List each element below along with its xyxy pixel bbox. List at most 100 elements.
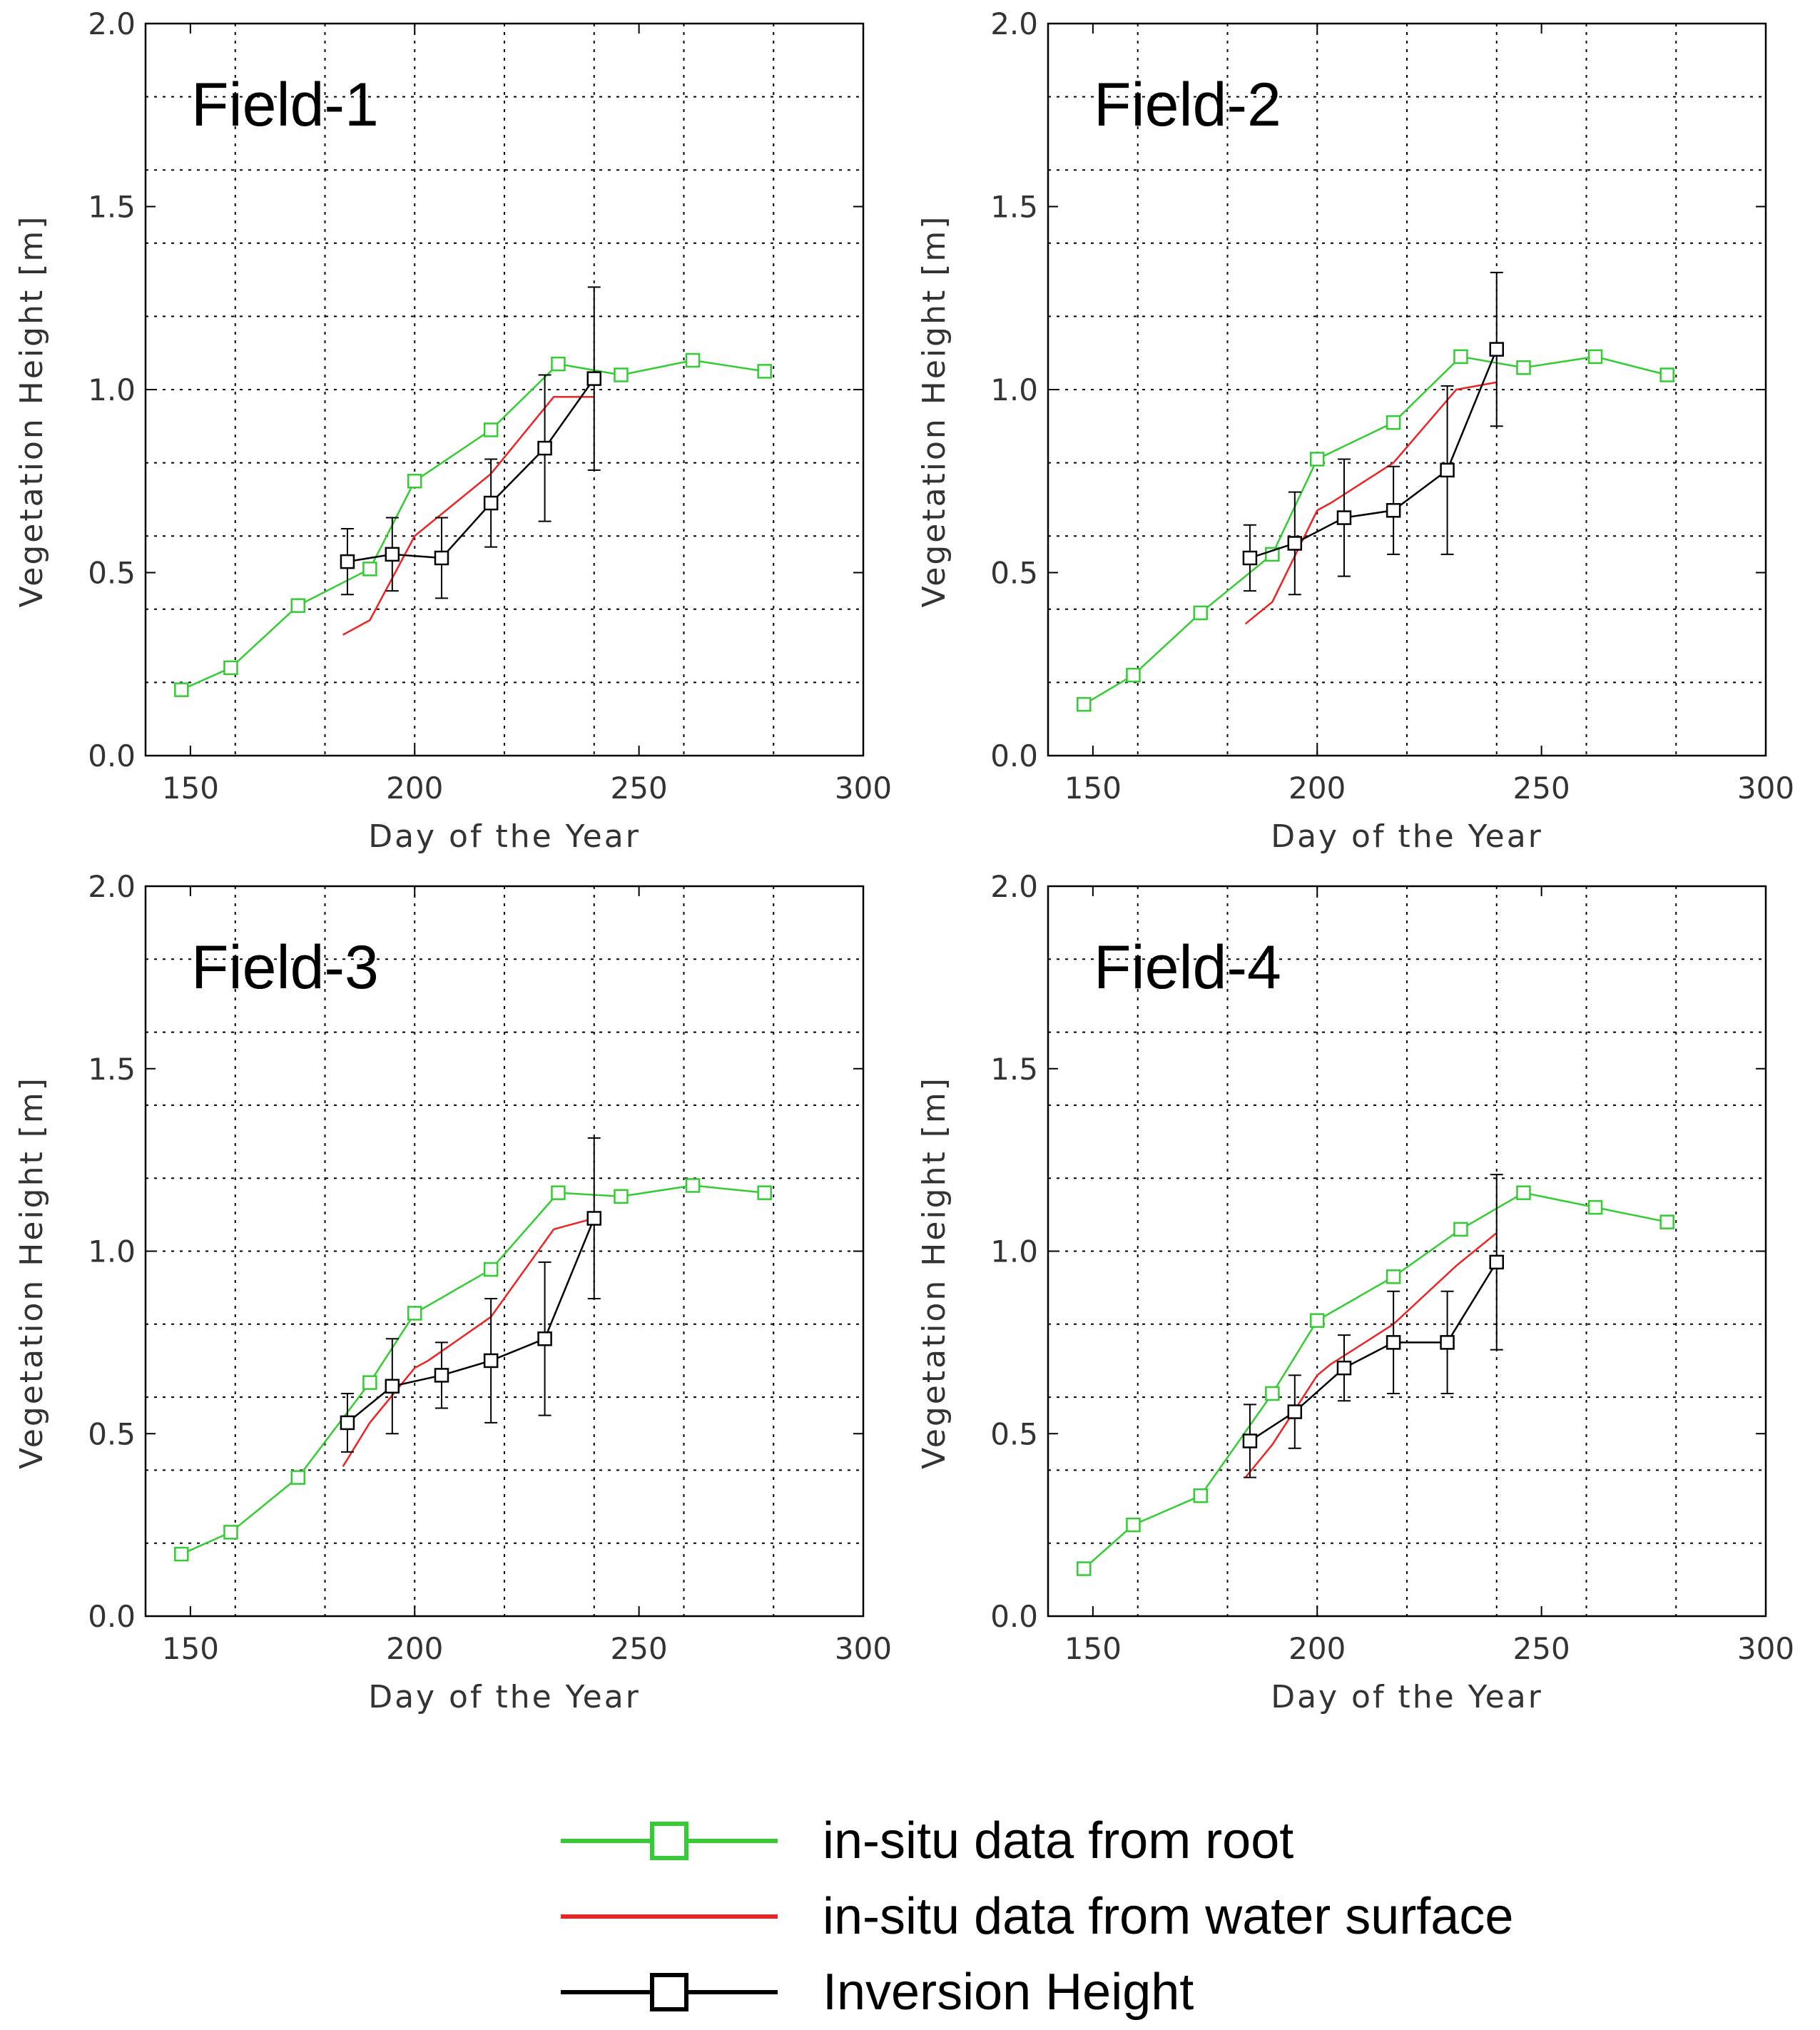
x-axis-title: Day of the Year bbox=[368, 818, 641, 855]
y-tick-label: 1.0 bbox=[88, 1234, 136, 1269]
legend-label: in-situ data from water surface bbox=[823, 1888, 1513, 1945]
data-point bbox=[1126, 1517, 1141, 1533]
series-in-situ-data-from-water-surface bbox=[1244, 381, 1497, 625]
series-line bbox=[347, 1217, 595, 1423]
ticks: 150 200 250 300 0.0 0.5 1.0 1.5 2.0 bbox=[88, 6, 892, 806]
x-tick-label: 200 bbox=[386, 771, 443, 806]
panel-title: Field-3 bbox=[191, 933, 379, 1002]
x-tick-label: 150 bbox=[162, 771, 219, 806]
y-tick-label: 0.0 bbox=[990, 739, 1038, 773]
data-point bbox=[1516, 360, 1531, 375]
data-point bbox=[757, 1185, 772, 1200]
series-line bbox=[1244, 1232, 1498, 1478]
x-tick-label: 250 bbox=[611, 1631, 668, 1666]
data-point bbox=[1386, 1269, 1401, 1284]
ticks: 150 200 250 300 0.0 0.5 1.0 1.5 2.0 bbox=[990, 869, 1794, 1666]
x-tick-label: 300 bbox=[835, 771, 892, 806]
y-tick-label: 1.0 bbox=[990, 1234, 1038, 1269]
data-point bbox=[1336, 1360, 1352, 1376]
y-tick-label: 1.5 bbox=[990, 1052, 1038, 1087]
x-tick-label: 300 bbox=[835, 1631, 892, 1666]
series-in-situ-data-from-root bbox=[1077, 1185, 1674, 1576]
series-line bbox=[1083, 1192, 1667, 1570]
data-point bbox=[1287, 1404, 1303, 1419]
panel-field-3: 150 200 250 300 0.0 0.5 1.0 1.5 2.0 Day of the Ye… bbox=[14, 869, 892, 1715]
y-tick-label: 0.5 bbox=[88, 556, 136, 591]
legend-item-3: Inversion Height bbox=[561, 1964, 1194, 2021]
x-tick-label: 150 bbox=[1064, 771, 1122, 806]
y-tick-label: 0.5 bbox=[990, 556, 1038, 591]
data-point bbox=[483, 1353, 499, 1369]
data-point bbox=[1440, 1335, 1455, 1350]
series-inversion-height bbox=[340, 1137, 601, 1453]
legend: in-situ data from root in-situ data from … bbox=[561, 1812, 1513, 2021]
data-point bbox=[551, 356, 566, 372]
y-tick-label: 0.5 bbox=[990, 1416, 1038, 1451]
x-tick-label: 150 bbox=[162, 1631, 219, 1666]
data-point bbox=[174, 1546, 189, 1562]
x-tick-label: 200 bbox=[386, 1631, 443, 1666]
data-point bbox=[407, 1306, 422, 1321]
data-point bbox=[340, 1415, 355, 1431]
data-point bbox=[1386, 503, 1401, 518]
series-line bbox=[1083, 355, 1667, 706]
y-tick-label: 0.0 bbox=[88, 1599, 136, 1634]
data-point bbox=[1265, 1386, 1280, 1401]
panel-field-4: 150 200 250 300 0.0 0.5 1.0 1.5 2.0 Day of the Ye… bbox=[916, 869, 1794, 1715]
x-axis-title: Day of the Year bbox=[368, 1679, 641, 1715]
series-inversion-height bbox=[1242, 1174, 1504, 1478]
data-point bbox=[1310, 452, 1325, 467]
y-tick-label: 2.0 bbox=[88, 869, 136, 904]
data-point bbox=[1516, 1185, 1531, 1200]
x-tick-label: 300 bbox=[1737, 1631, 1794, 1666]
data-point bbox=[1587, 349, 1603, 365]
series-inversion-height bbox=[1242, 271, 1504, 596]
x-axis-title: Day of the Year bbox=[1271, 1679, 1543, 1715]
series-line bbox=[342, 396, 594, 636]
series-in-situ-data-from-root bbox=[174, 352, 772, 697]
y-tick-label: 2.0 bbox=[88, 6, 136, 41]
data-point bbox=[1310, 1313, 1325, 1328]
data-point bbox=[757, 364, 772, 379]
series-in-situ-data-from-water-surface bbox=[342, 396, 594, 636]
data-point bbox=[1126, 667, 1141, 683]
legend-item-1: in-situ data from root bbox=[561, 1812, 1293, 1869]
y-tick-label: 0.0 bbox=[990, 1599, 1038, 1634]
data-point bbox=[1077, 696, 1092, 712]
panel-field-1: 150 200 250 300 0.0 0.5 1.0 1.5 2.0 Day of the Ye… bbox=[14, 6, 892, 855]
panel-title: Field-4 bbox=[1094, 933, 1281, 1002]
legend-label: Inversion Height bbox=[823, 1964, 1194, 2021]
data-point bbox=[551, 1185, 566, 1200]
data-point bbox=[223, 1525, 238, 1540]
legend-marker bbox=[650, 1973, 688, 2011]
panel-field-2: 150 200 250 300 0.0 0.5 1.0 1.5 2.0 Day of the Ye… bbox=[916, 6, 1794, 855]
data-point bbox=[385, 1379, 400, 1394]
data-point bbox=[1489, 342, 1504, 357]
data-point bbox=[1336, 510, 1352, 525]
x-tick-label: 300 bbox=[1737, 771, 1794, 806]
y-tick-label: 1.5 bbox=[990, 190, 1038, 225]
panels: 150 200 250 300 0.0 0.5 1.0 1.5 2.0 Day of the Ye… bbox=[14, 6, 1794, 1715]
data-point bbox=[223, 660, 238, 676]
y-tick-label: 1.0 bbox=[990, 372, 1038, 407]
series-in-situ-data-from-water-surface bbox=[1244, 1232, 1498, 1478]
y-tick-label: 1.0 bbox=[88, 372, 136, 407]
data-point bbox=[1077, 1561, 1092, 1576]
data-point bbox=[290, 598, 306, 613]
series-line bbox=[1244, 381, 1497, 625]
panel-title: Field-1 bbox=[191, 71, 379, 139]
ticks: 150 200 250 300 0.0 0.5 1.0 1.5 2.0 bbox=[88, 869, 892, 1666]
gridlines bbox=[1048, 885, 1766, 1616]
x-tick-label: 250 bbox=[611, 771, 668, 806]
series-in-situ-data-from-root bbox=[1077, 349, 1674, 712]
data-point bbox=[385, 547, 400, 562]
data-point bbox=[1242, 550, 1258, 566]
data-point bbox=[614, 1189, 629, 1204]
panel-title: Field-2 bbox=[1094, 71, 1281, 139]
series-in-situ-data-from-root bbox=[174, 1178, 772, 1562]
data-point bbox=[483, 1262, 499, 1277]
series-line bbox=[342, 1217, 595, 1467]
ticks: 150 200 250 300 0.0 0.5 1.0 1.5 2.0 bbox=[990, 6, 1794, 806]
data-point bbox=[483, 495, 499, 511]
